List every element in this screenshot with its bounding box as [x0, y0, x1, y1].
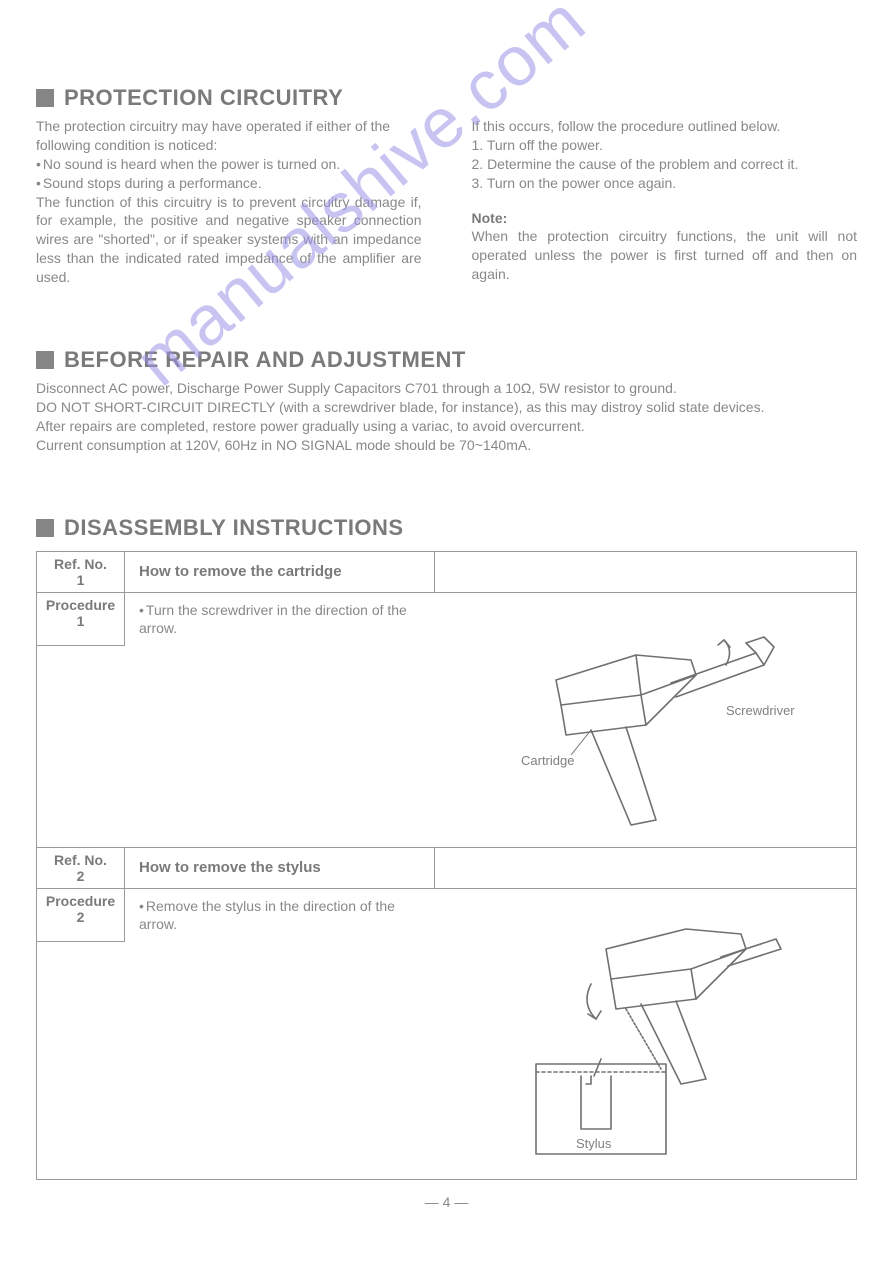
- blank-cell: [435, 552, 856, 592]
- table-body-row: Procedure 1 Turn the screwdriver in the …: [37, 593, 856, 848]
- section1-right-step: 3. Turn on the power once again.: [472, 174, 858, 193]
- section1-note-body: When the protection circuitry functions,…: [472, 227, 858, 284]
- section1-right-step: 2. Determine the cause of the problem an…: [472, 155, 858, 174]
- stylus-diagram-icon: Stylus: [496, 904, 796, 1164]
- table-body-row: Procedure 2 Remove the stylus in the dir…: [37, 889, 856, 1179]
- section1-body: The protection circuitry may have operat…: [36, 117, 857, 287]
- section1-heading: PROTECTION CIRCUITRY: [36, 85, 857, 111]
- section1-note-label: Note:: [472, 209, 858, 228]
- ref-cell: Ref. No. 2: [37, 848, 125, 888]
- diagram-label: Screwdriver: [726, 703, 795, 718]
- diagram-cell: Stylus: [435, 889, 856, 1179]
- section3-title: DISASSEMBLY INSTRUCTIONS: [64, 515, 404, 541]
- section2-body: Disconnect AC power, Discharge Power Sup…: [36, 379, 857, 455]
- blank-cell: [435, 848, 856, 888]
- square-bullet-icon: [36, 89, 54, 107]
- diagram-label: Stylus: [576, 1136, 612, 1151]
- title-cell: How to remove the stylus: [125, 848, 435, 888]
- section1-left-body: The function of this circuitry is to pre…: [36, 193, 422, 287]
- square-bullet-icon: [36, 519, 54, 537]
- ref-num: 2: [39, 868, 122, 884]
- disassembly-table: Ref. No. 1 How to remove the cartridge P…: [36, 551, 857, 1180]
- cartridge-diagram-icon: Screwdriver Cartridge: [496, 605, 796, 835]
- section1-right-intro: If this occurs, follow the procedure out…: [472, 117, 858, 136]
- section1-title: PROTECTION CIRCUITRY: [64, 85, 343, 111]
- section2-line: Current consumption at 120V, 60Hz in NO …: [36, 436, 857, 455]
- procedure-cell: Procedure 1: [37, 593, 125, 647]
- title-cell: How to remove the cartridge: [125, 552, 435, 592]
- table-header-row: Ref. No. 1 How to remove the cartridge: [37, 552, 856, 593]
- section2-line: After repairs are completed, restore pow…: [36, 417, 857, 436]
- section2-title: BEFORE REPAIR AND ADJUSTMENT: [64, 347, 466, 373]
- page-number: — 4 —: [36, 1194, 857, 1210]
- ref-label: Ref. No.: [39, 852, 122, 868]
- proc-num: 2: [77, 909, 85, 925]
- proc-instruction: Turn the screwdriver in the direction of…: [139, 602, 407, 637]
- ref-label: Ref. No.: [39, 556, 122, 572]
- section1-left-column: The protection circuitry may have operat…: [36, 117, 422, 287]
- section3-heading: DISASSEMBLY INSTRUCTIONS: [36, 515, 857, 541]
- diagram-label: Cartridge: [521, 753, 574, 768]
- section1-left-bullet: No sound is heard when the power is turn…: [36, 155, 422, 174]
- procedure-text: Remove the stylus in the direction of th…: [125, 889, 435, 943]
- proc-label: Procedure: [46, 893, 115, 909]
- ref-num: 1: [39, 572, 122, 588]
- section2-line: Disconnect AC power, Discharge Power Sup…: [36, 379, 857, 398]
- procedure-cell: Procedure 2: [37, 889, 125, 943]
- procedure-text: Turn the screwdriver in the direction of…: [125, 593, 435, 647]
- proc-label: Procedure: [46, 597, 115, 613]
- section1-right-column: If this occurs, follow the procedure out…: [472, 117, 858, 287]
- ref-cell: Ref. No. 1: [37, 552, 125, 592]
- proc-num: 1: [77, 613, 85, 629]
- section2-line: DO NOT SHORT-CIRCUIT DIRECTLY (with a sc…: [36, 398, 857, 417]
- diagram-cell: Screwdriver Cartridge: [435, 593, 856, 847]
- proc-instruction: Remove the stylus in the direction of th…: [139, 898, 395, 933]
- table-header-row: Ref. No. 2 How to remove the stylus: [37, 848, 856, 889]
- section1-left-bullet: Sound stops during a performance.: [36, 174, 422, 193]
- section1-right-step: 1. Turn off the power.: [472, 136, 858, 155]
- section2-heading: BEFORE REPAIR AND ADJUSTMENT: [36, 347, 857, 373]
- square-bullet-icon: [36, 351, 54, 369]
- section1-left-intro: The protection circuitry may have operat…: [36, 117, 422, 155]
